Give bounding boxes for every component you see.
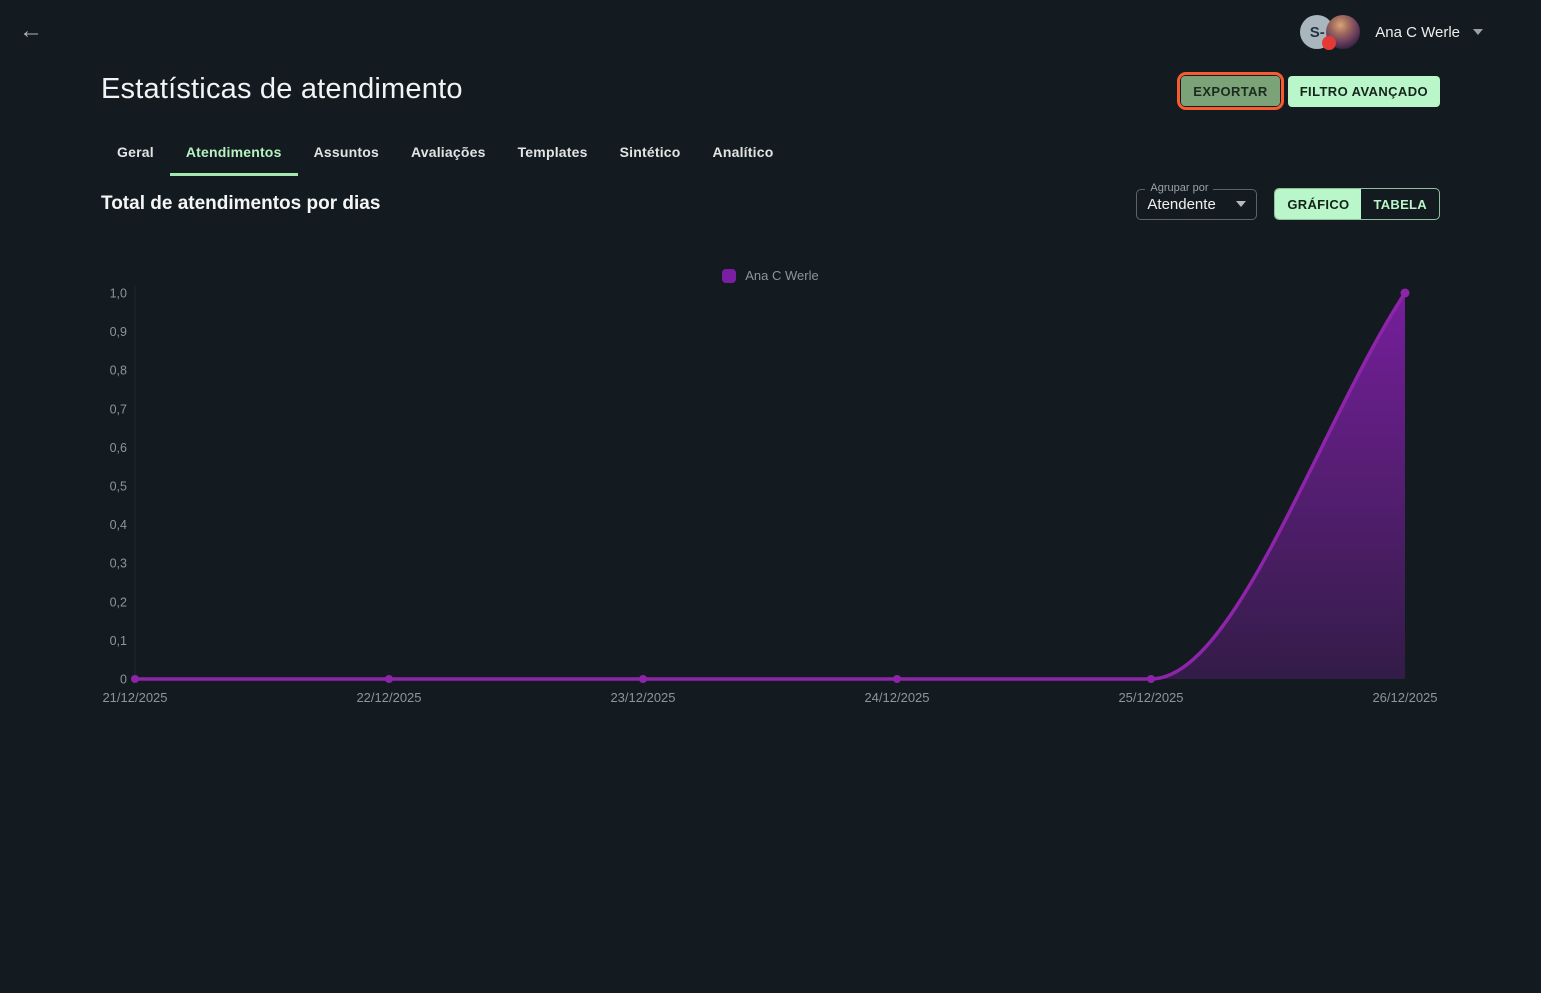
tab-avaliacoes[interactable]: Avaliações: [410, 144, 486, 160]
svg-text:0,1: 0,1: [110, 634, 127, 648]
svg-text:23/12/2025: 23/12/2025: [610, 690, 675, 705]
svg-text:24/12/2025: 24/12/2025: [864, 690, 929, 705]
svg-text:0,4: 0,4: [110, 518, 127, 532]
svg-text:1,0: 1,0: [110, 287, 127, 301]
chevron-down-icon: [1236, 201, 1247, 207]
group-by-value: Atendente: [1147, 195, 1216, 213]
svg-text:0,9: 0,9: [110, 325, 127, 339]
svg-text:0: 0: [120, 673, 127, 687]
svg-text:0,7: 0,7: [110, 402, 127, 416]
chart-canvas: 0 0,1 0,2 0,3 0,4 0,5 0,6 0,7 0,8 0,9 1,0 21/12/202…: [102, 285, 1438, 705]
svg-text:21/12/2025: 21/12/2025: [102, 690, 167, 705]
tab-atendimentos[interactable]: Atendimentos: [169, 130, 298, 176]
section-title: Total de atendimentos por dias: [101, 193, 381, 214]
back-arrow-icon[interactable]: ←: [19, 17, 43, 44]
export-button[interactable]: EXPORTAR: [1181, 76, 1280, 106]
svg-text:0,3: 0,3: [110, 557, 127, 571]
tab-geral[interactable]: Geral: [117, 144, 154, 160]
chevron-down-icon: [1473, 29, 1483, 35]
user-name: Ana C Werle: [1375, 23, 1460, 41]
tab-sintetico[interactable]: Sintético: [619, 144, 681, 160]
svg-text:0,6: 0,6: [110, 441, 127, 455]
group-by-label: Agrupar por: [1145, 181, 1214, 194]
tab-templates[interactable]: Templates: [517, 144, 588, 160]
section-controls: Agrupar por Atendente GRÁFICO TABELA: [1136, 181, 1440, 220]
view-chart-button[interactable]: GRÁFICO: [1275, 189, 1362, 219]
legend-swatch: [722, 268, 737, 283]
user-menu[interactable]: S- Ana C Werle: [1300, 12, 1483, 52]
tab-analitico[interactable]: Analítico: [712, 144, 774, 160]
svg-text:25/12/2025: 25/12/2025: [1118, 690, 1183, 705]
page-title: Estatísticas de atendimento: [101, 73, 463, 105]
avatar-group: S-: [1300, 14, 1362, 50]
group-by-select[interactable]: Agrupar por Atendente: [1136, 181, 1258, 220]
area-chart: 0 0,1 0,2 0,3 0,4 0,5 0,6 0,7 0,8 0,9 1,0 21/12/202…: [0, 250, 1541, 730]
tab-assuntos[interactable]: Assuntos: [313, 144, 379, 160]
view-table-button[interactable]: TABELA: [1361, 189, 1439, 219]
svg-text:22/12/2025: 22/12/2025: [356, 690, 421, 705]
legend-label: Ana C Werle: [745, 268, 819, 283]
advanced-filter-button[interactable]: FILTRO AVANÇADO: [1287, 75, 1440, 107]
svg-text:0,8: 0,8: [110, 364, 127, 378]
svg-text:0,2: 0,2: [110, 595, 127, 609]
header-actions: EXPORTAR FILTRO AVANÇADO: [1177, 72, 1440, 110]
svg-text:26/12/2025: 26/12/2025: [1372, 690, 1437, 705]
svg-text:0,5: 0,5: [110, 480, 127, 494]
view-toggle: GRÁFICO TABELA: [1274, 188, 1440, 220]
chart-legend[interactable]: Ana C Werle: [0, 268, 1541, 283]
export-button-highlight: EXPORTAR: [1177, 72, 1284, 110]
status-badge: [1322, 36, 1337, 50]
tab-bar: Geral Atendimentos Assuntos Avaliações T…: [101, 130, 789, 176]
